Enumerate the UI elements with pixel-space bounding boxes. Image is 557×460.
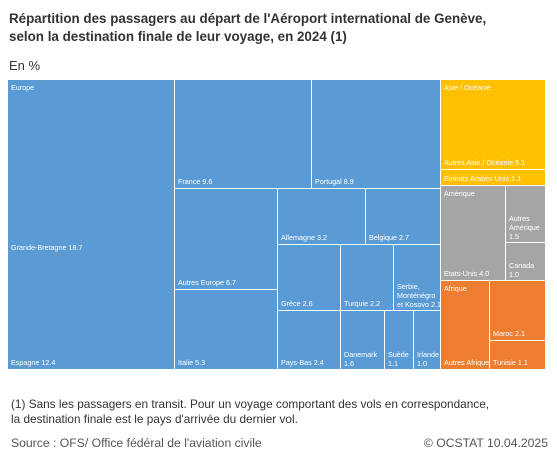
- tile-label-espagne: Espagne 12.4: [11, 358, 55, 367]
- tile-label-canada: 1.0: [509, 270, 519, 279]
- tile-label-autres-asie-oceanie: Autres Asie / Océanie 6.1: [444, 158, 525, 167]
- tile-etats-unis: [441, 186, 505, 280]
- chart-title-line2: selon la destination finale de leur voya…: [9, 29, 347, 44]
- tile-label-grande-bretagne: Grande-Bretagne 18.7: [11, 243, 83, 252]
- tile-france: [175, 80, 311, 188]
- tile-label-canada: Canada: [509, 261, 534, 270]
- tile-label-suede: 1.1: [388, 359, 398, 368]
- footnote-line1: (1) Sans les passagers en transit. Pour …: [11, 397, 490, 411]
- tile-label-portugal: Portugal 8.9: [315, 177, 354, 186]
- tile-label-turquie: Turquie 2.2: [344, 299, 380, 308]
- copyright-note: © OCSTAT 10.04.2025: [423, 436, 548, 450]
- tile-label-etats-unis: Etats-Unis 4.0: [444, 269, 489, 278]
- tile-label-autres-afrique: Autres Afrique 2.8: [444, 358, 501, 367]
- group-label-asie-oceanie: Asie / Océanie: [444, 83, 491, 92]
- tile-turquie: [341, 245, 393, 310]
- tile-emirats-arabes-unis: [441, 170, 545, 185]
- tile-serbie-montenegro-et-kosovo: [394, 245, 440, 310]
- tile-label-france: France 9.6: [178, 177, 212, 186]
- tile-label-serbie-montenegro-et-kosovo: Serbie,: [397, 282, 420, 291]
- source-note: Source : OFS/ Office fédéral de l'aviati…: [11, 436, 262, 450]
- tile-label-maroc: Maroc 2.1: [493, 329, 525, 338]
- tile-irlande: [414, 311, 440, 369]
- tile-label-italie: Italie 5.3: [178, 358, 205, 367]
- footnote: (1) Sans les passagers en transit. Pour …: [11, 397, 551, 427]
- group-label-europe: Europe: [11, 83, 34, 92]
- tile-portugal: [312, 80, 440, 188]
- tile-label-autres-amerique: Autres: [509, 214, 530, 223]
- unit-label: En %: [9, 58, 41, 73]
- tile-label-irlande: Irlande: [417, 350, 439, 359]
- treemap-chart: Grande-Bretagne 18.7 Espagne 12.4 France 9…: [8, 80, 545, 369]
- tile-label-autres-amerique: Amérique: [509, 223, 540, 232]
- tile-maroc: [490, 281, 545, 340]
- tile-autres-asie-oceanie: [441, 80, 545, 169]
- tile-label-serbie-montenegro-et-kosovo: Monténégro: [397, 291, 435, 300]
- tile-label-belgique: Belgique 2.7: [369, 233, 409, 242]
- tile-pays-bas: [278, 311, 340, 369]
- tile-label-irlande: 1.0: [417, 359, 427, 368]
- tile-espagne: [8, 254, 174, 369]
- tile-label-emirats-arabes-unis: Emirats Arabes Unis 1.1: [444, 174, 521, 183]
- tile-label-danemark: Danemark: [344, 350, 378, 359]
- tile-grande-bretagne: [8, 80, 174, 254]
- tile-suede: [385, 311, 413, 369]
- tile-label-autres-amerique: 1.5: [509, 232, 519, 241]
- chart-title-line1: Répartition des passagers au départ de l…: [9, 11, 487, 26]
- tile-autres-amerique: [506, 186, 545, 242]
- group-label-afrique: Afrique: [444, 284, 467, 293]
- tile-allemagne: [278, 189, 365, 244]
- tile-label-grece: Grèce 2.6: [281, 299, 313, 308]
- tile-belgique: [366, 189, 440, 244]
- footnote-line2: la destination finale est le pays d'arri…: [11, 412, 298, 426]
- tile-label-serbie-montenegro-et-kosovo: et Kosovo 2.1: [397, 300, 441, 309]
- tile-label-allemagne: Allemagne 3.2: [281, 233, 327, 242]
- tile-label-suede: Suède: [388, 350, 409, 359]
- tile-danemark: [341, 311, 384, 369]
- tile-canada: [506, 243, 545, 280]
- tile-autres-europe: [175, 189, 277, 289]
- tile-label-autres-europe: Autres Europe 6.7: [178, 278, 236, 287]
- tile-label-danemark: 1.6: [344, 359, 354, 368]
- chart-title: Répartition des passagers au départ de l…: [9, 10, 549, 46]
- group-label-amerique: Amérique: [444, 189, 475, 198]
- tile-grece: [278, 245, 340, 310]
- tile-italie: [175, 290, 277, 369]
- tile-autres-afrique: [441, 281, 489, 369]
- tile-label-pays-bas: Pays-Bas 2.4: [281, 358, 324, 367]
- tile-label-tunisie: Tunisie 1.1: [493, 358, 528, 367]
- tile-tunisie: [490, 341, 545, 369]
